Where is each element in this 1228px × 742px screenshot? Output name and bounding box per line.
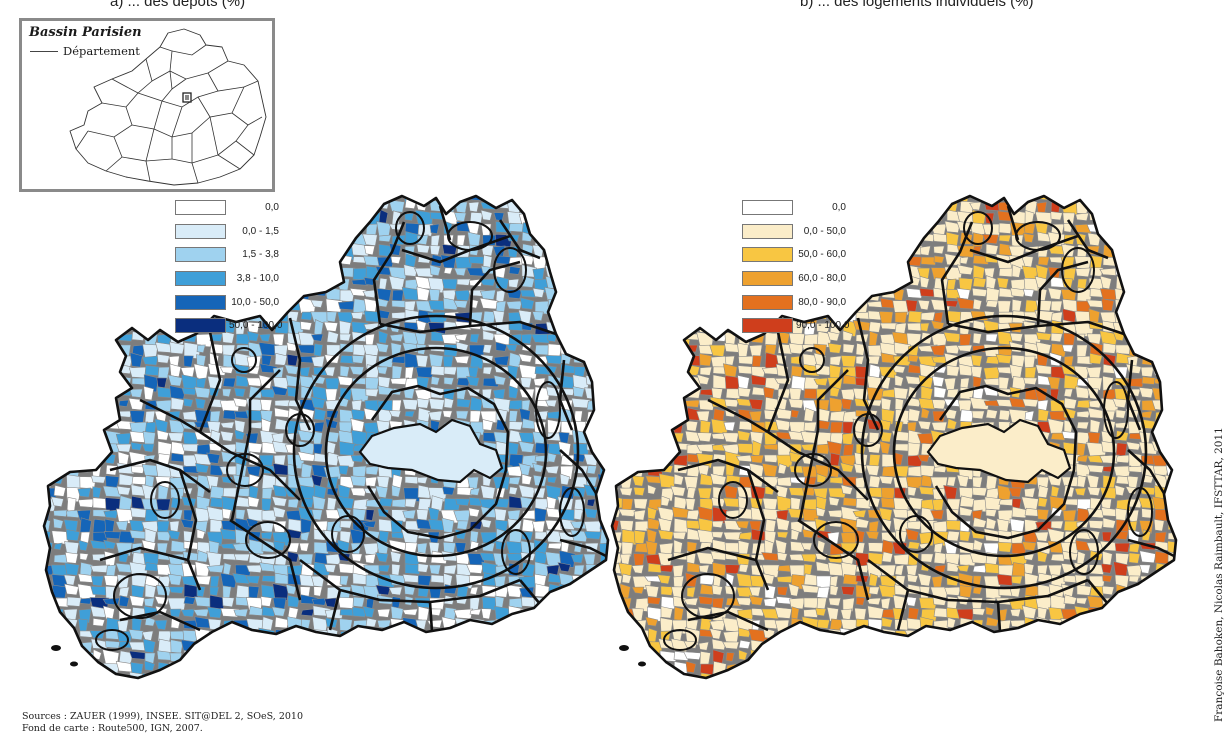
legend-class-label: 0,0 - 50,0 [803, 225, 846, 237]
legend-class-label: 80,0 - 90,0 [798, 296, 846, 308]
inset-departement-map [69, 28, 267, 186]
sources-note: Sources : ZAUER (1999), INSEE. SIT@DEL 2… [22, 711, 303, 735]
legend-swatch [742, 318, 793, 334]
legend-swatch [175, 247, 226, 263]
legend-class-label: 10,0 - 50,0 [231, 296, 279, 308]
legend-class-label: 50,0 - 60,0 [798, 249, 846, 261]
legend-swatch [742, 247, 793, 263]
inset-locator-map: Bassin Parisien Département [19, 18, 275, 192]
legend-class-label: 60,0 - 80,0 [798, 273, 846, 285]
legend-class-label: 50,0 - 100,0 [229, 320, 283, 332]
legend-swatch [175, 223, 226, 239]
legend-class-label: 90,0 - 100,0 [796, 320, 850, 332]
legend-class-label: 0,0 [265, 202, 279, 213]
sources-line: Sources : ZAUER (1999), INSEE. SIT@DEL 2… [22, 711, 303, 722]
map-a-title: a) ... des dépôts (%) [110, 0, 246, 10]
inset-legend-label: Département [63, 44, 140, 58]
map-b-individual-housing [610, 194, 1178, 680]
legend-swatch [742, 223, 793, 239]
map-b-title: b) ... des logements individuels (%) [800, 0, 1034, 10]
legend-class-label: 0,0 - 1,5 [242, 225, 279, 237]
legend-swatch [742, 294, 793, 310]
departement-line-symbol [30, 51, 58, 52]
legend-swatch [175, 318, 226, 334]
legend-swatch [742, 200, 793, 215]
map-a-deposits [42, 194, 610, 680]
legend-class-label: 1,5 - 3,8 [242, 249, 279, 261]
basemap-line: Fond de carte : Route500, IGN, 2007. [22, 723, 203, 734]
author-credit: Françoise Bahoken, Nicolas Raimbault, IF… [1213, 427, 1225, 722]
legend-swatch [175, 200, 226, 215]
legend-swatch [175, 271, 226, 287]
inset-title: Bassin Parisien [29, 25, 142, 40]
legend-class-label: 0,0 [832, 202, 846, 213]
legend-swatch [742, 271, 793, 287]
legend-swatch [175, 294, 226, 310]
legend-class-label: 3,8 - 10,0 [236, 273, 279, 285]
